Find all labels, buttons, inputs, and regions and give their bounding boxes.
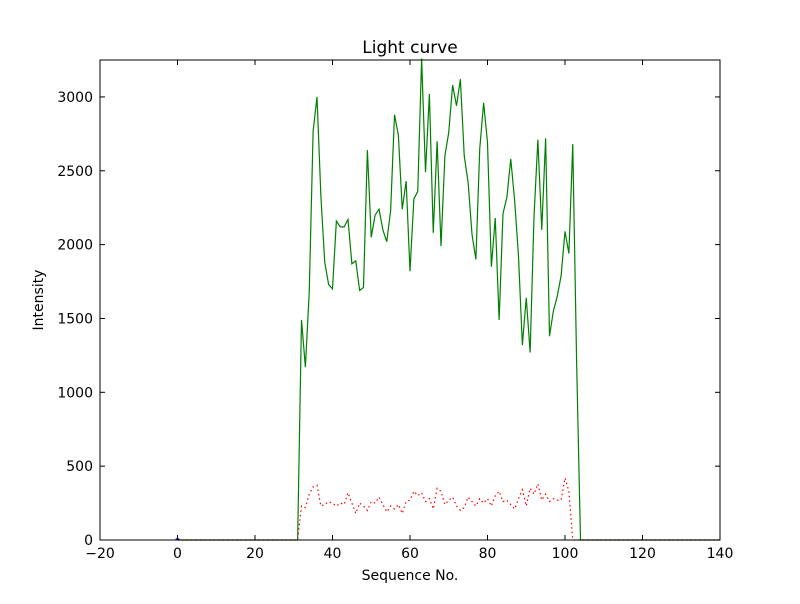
x-tick-label: 120 — [629, 546, 656, 562]
y-tick-label: 2500 — [57, 164, 93, 180]
series-line-0 — [177, 58, 720, 541]
x-tick-label: 0 — [173, 546, 182, 562]
y-tick-label: 1000 — [57, 385, 93, 401]
x-axis-label: Sequence No. — [362, 568, 459, 584]
x-tick-label: 100 — [552, 546, 579, 562]
x-tick-label: 40 — [324, 546, 342, 562]
x-tick-label: 20 — [246, 546, 264, 562]
chart-title: Light curve — [362, 38, 457, 58]
plot-frame — [99, 59, 721, 541]
x-tick-label: 140 — [707, 546, 734, 562]
y-tick-label: 1500 — [57, 311, 93, 327]
y-tick-label: 500 — [66, 459, 93, 475]
y-tick-label: 0 — [84, 533, 93, 549]
x-tick-label: −20 — [85, 546, 115, 562]
x-tick-label: 80 — [479, 546, 497, 562]
y-axis-label: Intensity — [31, 270, 47, 331]
tick-layer: −20 0 20 40 60 80 100 120 1400500100015002000250… — [57, 60, 733, 562]
y-tick-label: 3000 — [57, 90, 93, 106]
x-tick-label: 60 — [401, 546, 419, 562]
y-tick-label: 2000 — [57, 238, 93, 254]
series-line-1 — [177, 477, 720, 541]
